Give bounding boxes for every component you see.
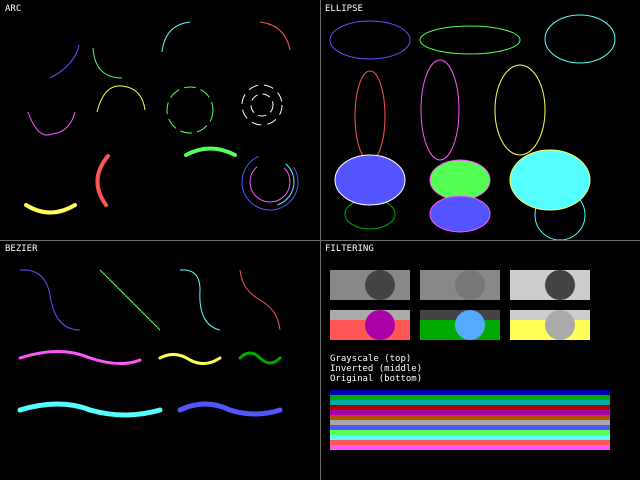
ellipse-panel-title: ELLIPSE bbox=[325, 4, 363, 14]
ellipse-filled-green bbox=[429, 159, 491, 201]
filter-inv-circle-3 bbox=[545, 310, 575, 340]
arc-red bbox=[259, 21, 291, 51]
ellipse-cyan bbox=[544, 14, 616, 64]
arc-ring-cyan bbox=[245, 157, 295, 207]
arc-green bbox=[92, 47, 123, 79]
color-stripe bbox=[330, 410, 610, 415]
arc-dashed-green bbox=[166, 86, 214, 134]
bezier-yellow-thick bbox=[158, 353, 222, 365]
filter-gray-circle-3 bbox=[545, 270, 575, 300]
color-stripes bbox=[330, 390, 610, 450]
bezier-blue bbox=[19, 269, 81, 331]
bezier-dark-green-thick bbox=[238, 351, 282, 365]
color-stripe bbox=[330, 445, 610, 450]
legend-original: Original (bottom) bbox=[330, 374, 423, 384]
arc-thick-red bbox=[95, 154, 110, 207]
arc-magenta bbox=[27, 111, 76, 136]
ellipse-red bbox=[354, 70, 386, 162]
filtering-panel bbox=[330, 270, 590, 340]
color-stripe bbox=[330, 405, 610, 410]
arc-cyan bbox=[161, 21, 191, 53]
bezier-panel bbox=[17, 269, 283, 418]
color-stripe bbox=[330, 395, 610, 400]
horizontal-divider bbox=[0, 240, 640, 241]
bezier-green-line bbox=[99, 269, 161, 331]
color-stripe bbox=[330, 415, 610, 420]
color-stripe bbox=[330, 390, 610, 395]
ellipse-green bbox=[419, 25, 521, 55]
ellipse-filled-blue-2 bbox=[429, 195, 491, 233]
filter-gray-circle-1 bbox=[365, 270, 395, 300]
arc-ring-blue bbox=[241, 153, 299, 211]
arc-panel bbox=[24, 21, 299, 215]
color-stripe bbox=[330, 430, 610, 435]
color-stripe bbox=[330, 425, 610, 430]
ellipse-blue bbox=[329, 20, 411, 60]
ellipse-yellow bbox=[494, 64, 546, 156]
ellipse-filled-blue bbox=[334, 154, 406, 206]
arc-blue bbox=[49, 44, 80, 79]
filter-inv-circle-1 bbox=[365, 310, 395, 340]
color-stripe bbox=[330, 435, 610, 440]
ellipse-filled-cyan bbox=[509, 149, 591, 211]
arc-panel-title: ARC bbox=[5, 4, 22, 14]
filtering-panel-title: FILTERING bbox=[325, 244, 374, 254]
bezier-cyan-thick bbox=[17, 401, 163, 418]
arc-thick-yellow bbox=[24, 203, 77, 215]
arc-ring-magenta bbox=[249, 161, 291, 203]
legend-grayscale: Grayscale (top) bbox=[330, 354, 412, 364]
color-stripe bbox=[330, 400, 610, 405]
filter-inv-circle-2 bbox=[455, 310, 485, 340]
bezier-magenta-thick bbox=[18, 350, 142, 365]
arc-yellow bbox=[96, 85, 146, 113]
color-stripe bbox=[330, 440, 610, 445]
color-stripe bbox=[330, 420, 610, 425]
arc-thick-green bbox=[184, 146, 237, 157]
filter-gray-circle-2 bbox=[455, 270, 485, 300]
ellipse-panel bbox=[329, 14, 616, 241]
legend-inverted: Inverted (middle) bbox=[330, 364, 423, 374]
bezier-panel-title: BEZIER bbox=[5, 244, 38, 254]
bezier-blue-thick bbox=[177, 401, 283, 417]
bezier-cyan bbox=[179, 269, 221, 331]
arc-dashed-white-inner bbox=[250, 93, 274, 117]
bezier-red bbox=[239, 269, 281, 331]
arc-dashed-white-outer bbox=[241, 84, 283, 126]
ellipse-magenta bbox=[420, 59, 460, 161]
